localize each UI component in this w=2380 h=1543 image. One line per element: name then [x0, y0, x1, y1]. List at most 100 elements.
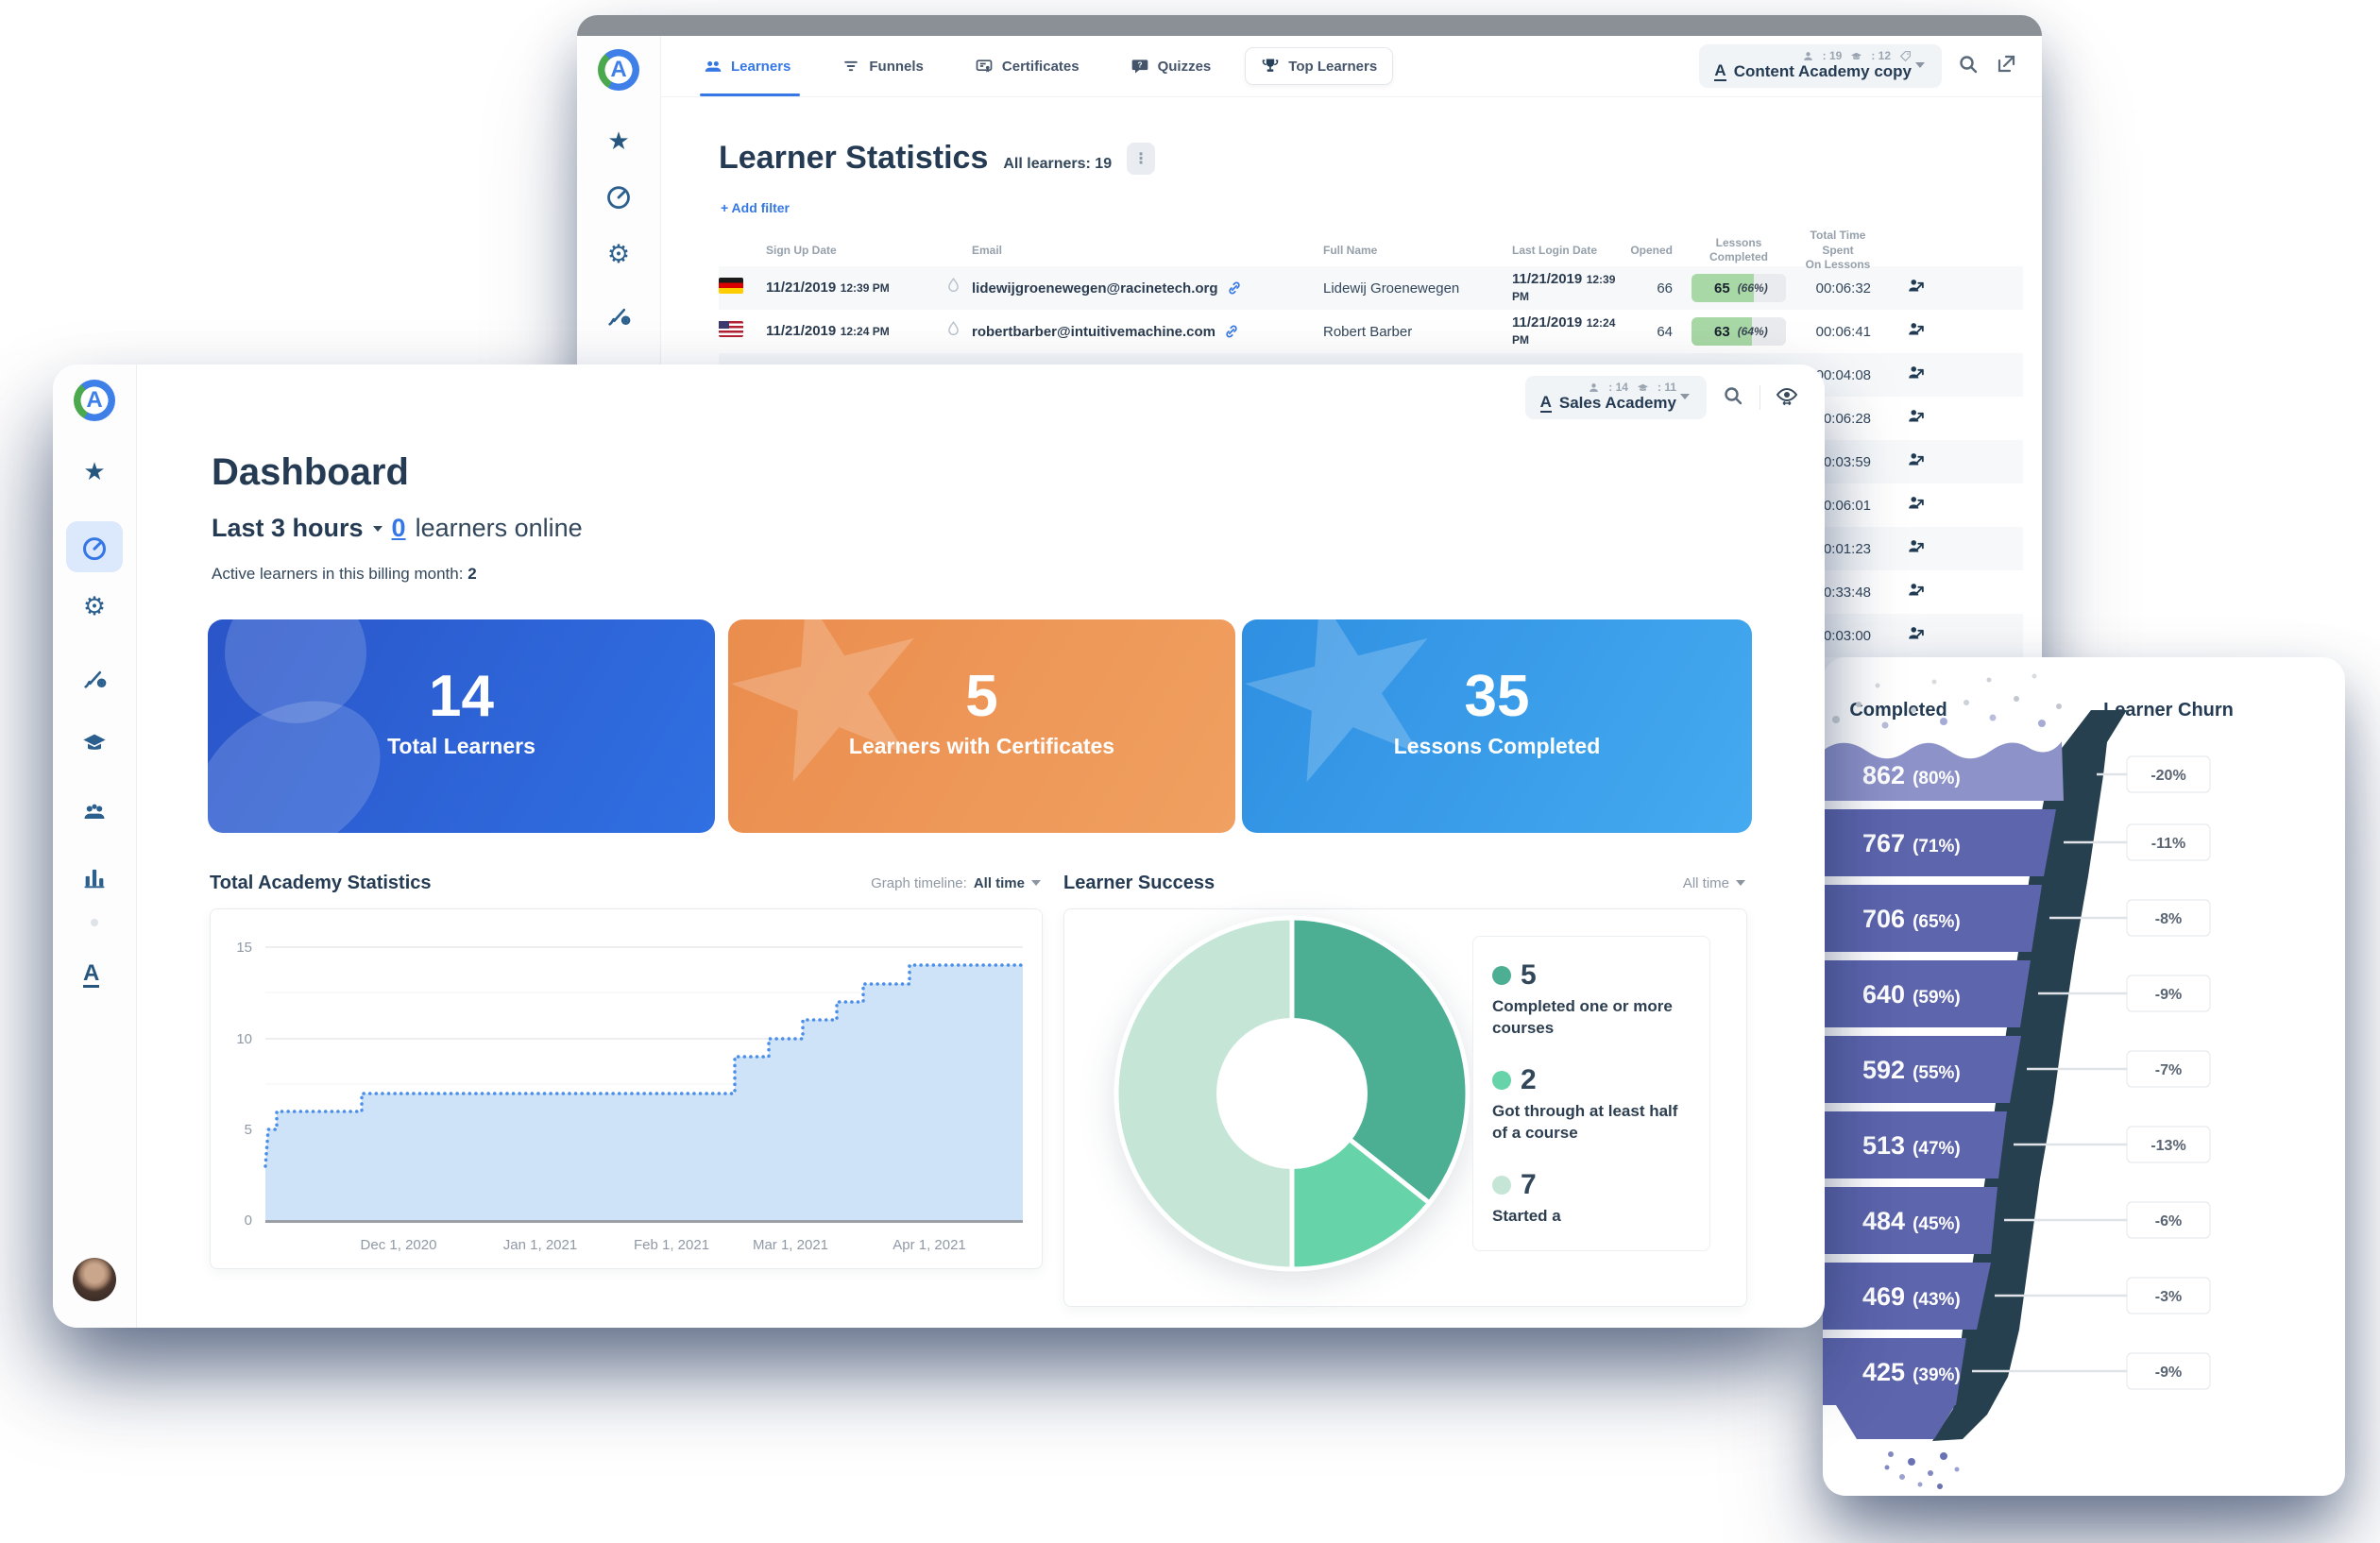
funnel-completed-header: Completed [1849, 700, 1946, 721]
team-people-icon[interactable] [81, 799, 108, 825]
courses-gradcap-icon[interactable] [81, 730, 108, 756]
add-filter-link[interactable]: + Add filter [721, 200, 790, 215]
academy-letter-icon: A [1539, 393, 1552, 413]
login-as-learner-icon[interactable] [1906, 580, 1927, 601]
col-signup-date[interactable]: Sign Up Date [766, 243, 837, 257]
flag-usa-icon [719, 321, 743, 337]
chevron-down-icon [1680, 394, 1690, 399]
col-full-name[interactable]: Full Name [1323, 243, 1378, 257]
legend-dot [1492, 1070, 1511, 1090]
chevron-down-icon[interactable] [372, 525, 382, 532]
settings-gear-icon[interactable]: ⚙ [82, 592, 107, 620]
search-button[interactable] [1722, 384, 1744, 412]
academyocean-logo[interactable]: A [74, 380, 115, 421]
tab-label: Quizzes [1157, 58, 1212, 75]
login-as-learner-icon[interactable] [1906, 493, 1927, 514]
tab-learners[interactable]: Learners [699, 57, 801, 96]
y-tick: 5 [245, 1122, 252, 1138]
academy-switcher-letter[interactable]: A [83, 961, 100, 989]
legend-label: Started a [1492, 1206, 1561, 1225]
open-academy-button[interactable] [1995, 53, 2017, 80]
login-as-learner-icon[interactable] [1906, 276, 1927, 297]
tag-icon [1899, 50, 1911, 61]
funnel-segment [1823, 1036, 2021, 1103]
donut-hole [1216, 1018, 1368, 1169]
col-opened[interactable]: Opened [1630, 243, 1673, 257]
certificates-icon [976, 59, 993, 73]
logo-letter: A [610, 57, 627, 82]
favorites-star-icon[interactable]: ★ [83, 457, 106, 485]
learner-email[interactable]: robertbarber@intuitivemachine.com [972, 323, 1216, 340]
funnel-segment [1823, 960, 2031, 1027]
time-spent: 00:06:41 [1815, 323, 1871, 340]
academy-name: Sales Academy [1558, 394, 1676, 412]
col-last-login[interactable]: Last Login Date [1512, 243, 1598, 257]
time-spent: 00:03:59 [1815, 453, 1871, 470]
academy-selector[interactable]: : 14 : 11 A Sales Academy [1524, 376, 1707, 419]
user-avatar[interactable] [73, 1258, 116, 1301]
dashboard-gauge-icon[interactable] [81, 534, 108, 561]
academy-name: Content Academy copy [1733, 62, 1912, 80]
favorites-star-icon[interactable]: ★ [607, 127, 630, 155]
link-icon[interactable] [1226, 280, 1243, 297]
time-spent: 00:33:48 [1815, 584, 1871, 601]
learners-count-icon [1590, 382, 1599, 392]
funnel-leader-lines [1972, 772, 2127, 1373]
view-as-learner-button[interactable] [1776, 384, 1798, 412]
stat-value: 35 [1464, 664, 1530, 729]
learner-email[interactable]: lidewijgroenewegen@racinetech.org [972, 280, 1218, 297]
funnel-segment [1823, 809, 2056, 876]
churn-value: -20% [2150, 768, 2185, 784]
table-row[interactable]: 11/21/2019 12:39 PM lidewijgroenewegen@r… [719, 266, 2023, 310]
link-icon[interactable] [1223, 323, 1240, 340]
x-tick: Mar 1, 2021 [753, 1237, 828, 1253]
tab-label: Learners [731, 58, 791, 75]
login-as-learner-icon[interactable] [1906, 623, 1927, 644]
login-as-learner-icon[interactable] [1906, 319, 1927, 340]
customization-brush-icon[interactable] [81, 665, 108, 691]
stat-label: Total Learners [387, 734, 536, 758]
page-title: Dashboard [212, 451, 409, 493]
donut-chart [1114, 915, 1470, 1272]
login-as-learner-icon[interactable] [1906, 363, 1927, 383]
login-as-learner-icon[interactable] [1906, 449, 1927, 470]
tab-funnels[interactable]: Funnels [842, 57, 924, 76]
stat-label: Learners with Certificates [848, 734, 1115, 758]
all-learners-count: All learners: 19 [1003, 156, 1113, 172]
active-learners-value: 2 [468, 565, 477, 583]
col-lessons-completed[interactable]: Lessons Completed [1708, 235, 1768, 264]
reports-barchart-icon[interactable] [81, 864, 108, 890]
success-timeline-dropdown[interactable]: All time [1683, 875, 1745, 891]
customization-brush-icon[interactable] [605, 302, 632, 329]
chevron-down-icon [1915, 62, 1925, 68]
academy-selector[interactable]: : 19 : 12 A Content Academy copy [1699, 44, 1942, 88]
churn-value: -3% [2155, 1289, 2182, 1305]
more-options-button[interactable]: ⋮ [1127, 142, 1156, 175]
table-row[interactable]: 00:33:48 [719, 570, 2023, 614]
stat-value: 5 [965, 664, 998, 729]
tab-certificates[interactable]: Certificates [975, 57, 1080, 76]
dashboard-gauge-icon[interactable] [605, 183, 632, 210]
col-total-time[interactable]: Total Time Spent On Lessons [1805, 229, 1871, 272]
tab-quizzes[interactable]: ? Quizzes [1130, 57, 1212, 76]
graph-timeline-dropdown[interactable]: Graph timeline: All time [871, 875, 1041, 891]
table-header-row: Sign Up Date Email Full Name Last Login … [719, 229, 2023, 271]
nav-ellipsis-dot[interactable] [91, 919, 98, 926]
funnel-value: 469 (43%) [1862, 1282, 1961, 1311]
funnel-value: 862 (80%) [1862, 761, 1961, 789]
table-row[interactable]: 00:06:28 [719, 397, 2023, 440]
col-email[interactable]: Email [972, 243, 1003, 257]
table-row[interactable]: 11/21/2019 12:24 PM robertbarber@intuiti… [719, 310, 2023, 353]
active-learners-label: Active learners in this billing month: [212, 565, 464, 583]
opened-count: 64 [1657, 323, 1673, 340]
login-as-learner-icon[interactable] [1906, 536, 1927, 557]
online-count-link[interactable]: 0 [391, 514, 406, 542]
table-row[interactable]: 00:06:01 [719, 483, 2023, 527]
search-button[interactable] [1957, 53, 1980, 80]
login-as-learner-icon[interactable] [1906, 406, 1927, 427]
funnel-chart: Completed Learner Churn [1823, 673, 2234, 1489]
settings-gear-icon[interactable]: ⚙ [606, 240, 631, 268]
tab-top-learners[interactable]: Top Learners [1245, 47, 1394, 85]
period-selector[interactable]: Last 3 hours [212, 514, 364, 542]
academyocean-logo[interactable]: A [598, 49, 639, 91]
